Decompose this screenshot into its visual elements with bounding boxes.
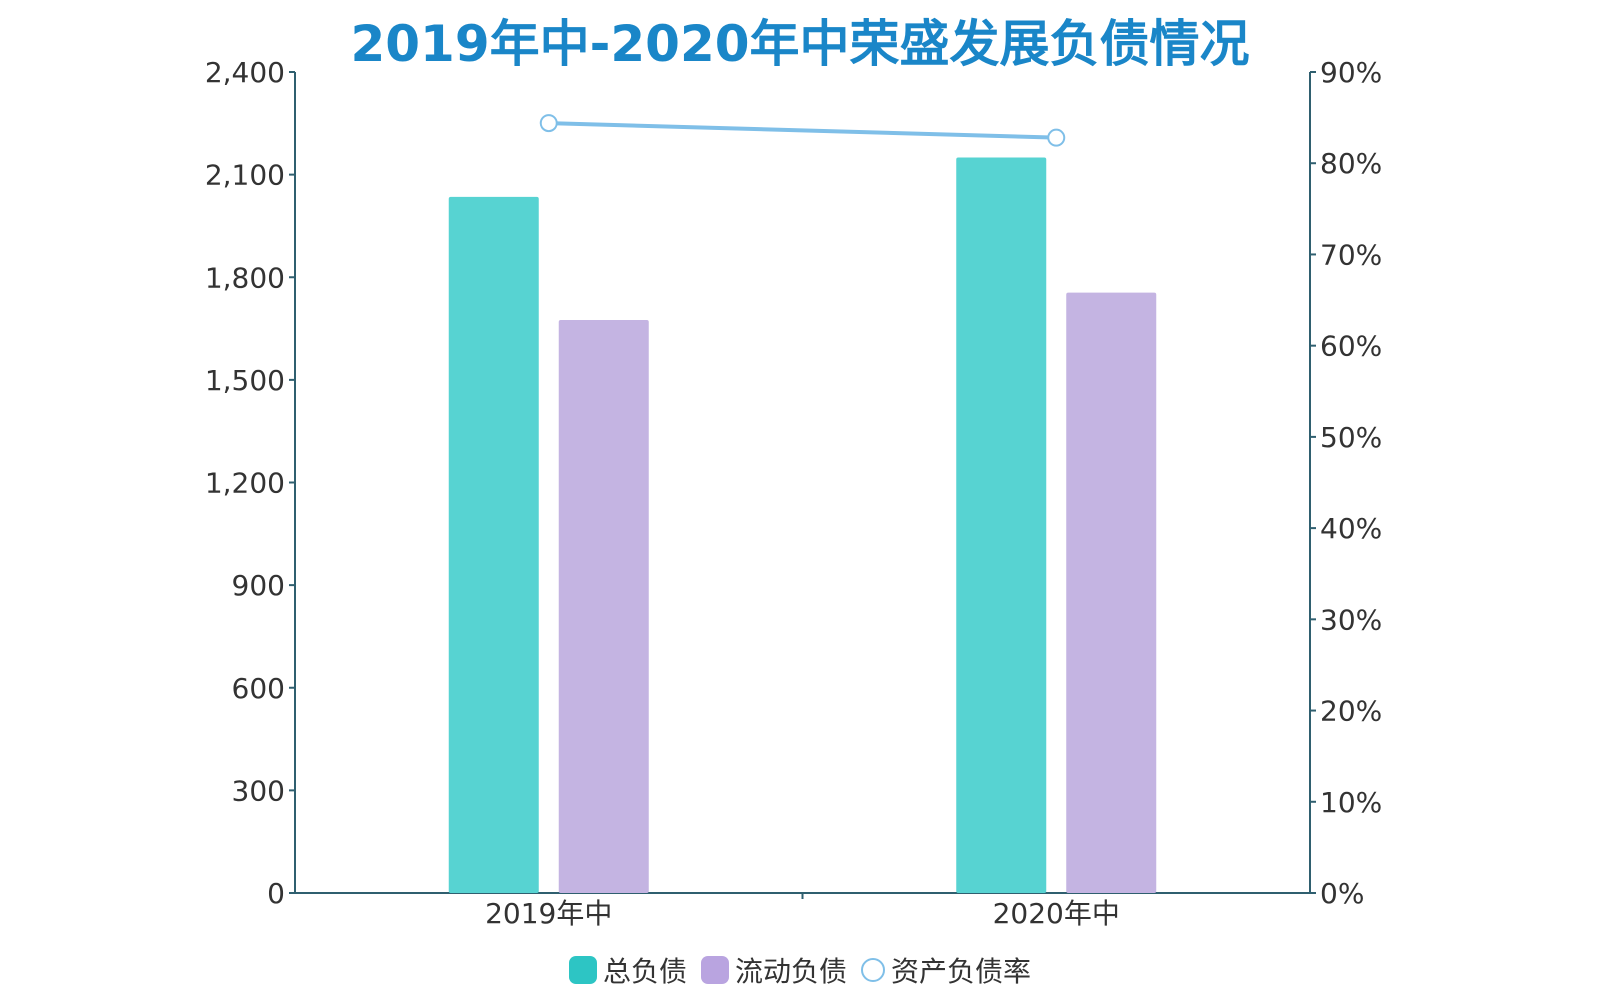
point-debt-ratio: [539, 114, 558, 133]
y-right-tick-label: 0%: [1320, 877, 1364, 910]
y-left-tick-label: 2,100: [205, 159, 285, 192]
labels: 0 300 600 900 1,200 1,500 1,800 2,100 2,400 0% 10%…: [205, 56, 1382, 930]
legend-swatch-total-liabilities: [568, 956, 597, 984]
y-left-tick-label: 300: [232, 774, 285, 807]
y-right-tick-label: 40%: [1320, 512, 1382, 545]
bar-current-liabilities: [1066, 292, 1157, 893]
axes: [289, 71, 1316, 899]
y-right-tick-label: 20%: [1320, 695, 1382, 728]
y-left-tick-label: 1,500: [205, 364, 285, 397]
legend-marker-debt-ratio: [861, 958, 885, 982]
bar-current-liabilities: [558, 320, 649, 894]
legend-item-debt-ratio[interactable]: 资产负债率: [861, 950, 1031, 990]
legend-item-current-liabilities[interactable]: 流动负债: [700, 950, 847, 990]
x-category-label: 2020年中: [993, 897, 1120, 930]
y-right-tick-label: 70%: [1320, 238, 1382, 271]
legend-label-total-liabilities: 总负债: [602, 955, 687, 988]
y-right-tick-label: 60%: [1320, 330, 1382, 363]
bar-total-liabilities: [956, 157, 1047, 894]
y-right-tick-label: 30%: [1320, 603, 1382, 636]
line-debt-ratio: [548, 121, 1057, 140]
y-left-tick-label: 1,800: [205, 261, 285, 294]
legend: 总负债 流动负债 资产负债率: [0, 950, 1600, 990]
y-right-tick-label: 10%: [1320, 786, 1382, 819]
y-left-tick-label: 900: [232, 569, 285, 602]
x-category-label: 2019年中: [485, 897, 612, 930]
point-debt-ratio: [1047, 128, 1066, 147]
line-series: [539, 114, 1066, 147]
y-right-tick-label: 90%: [1320, 56, 1382, 89]
legend-item-total-liabilities[interactable]: 总负债: [568, 950, 687, 990]
chart-title: 2019年中-2020年中荣盛发展负债情况: [350, 15, 1250, 73]
y-left-tick-label: 2,400: [205, 56, 285, 89]
legend-label-debt-ratio: 资产负债率: [891, 955, 1032, 988]
legend-swatch-current-liabilities: [700, 956, 729, 984]
y-right-tick-label: 50%: [1320, 421, 1382, 454]
y-right-tick-label: 80%: [1320, 147, 1382, 180]
y-left-tick-label: 600: [232, 672, 285, 705]
legend-label-current-liabilities: 流动负债: [734, 955, 847, 988]
bar-total-liabilities: [448, 196, 539, 893]
bars: [448, 157, 1157, 894]
y-left-tick-label: 0: [267, 877, 285, 910]
y-left-tick-label: 1,200: [205, 467, 285, 500]
